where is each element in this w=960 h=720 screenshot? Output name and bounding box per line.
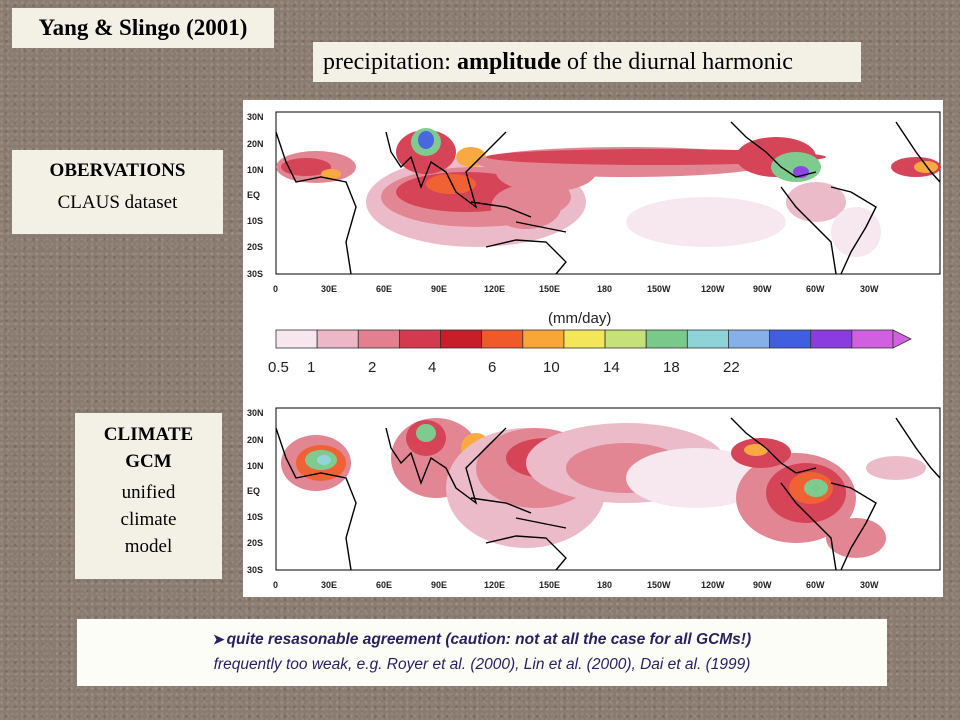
obs-map (275, 111, 941, 275)
footer-line-2: frequently too weak, e.g. Royer et al. (… (213, 656, 751, 673)
lon-label: 150E (539, 284, 560, 294)
obs-lat-labels: 30N 20N 10N EQ 10S 20S 30S (247, 112, 264, 279)
observations-heading: OBERVATIONS (49, 160, 186, 181)
subtitle-box: precipitation: amplitude of the diurnal … (313, 42, 861, 82)
lat-label: 20N (247, 435, 264, 445)
colorbar-cells (275, 329, 894, 349)
lon-label: 180 (597, 284, 612, 294)
observations-sub: CLAUS dataset (57, 192, 178, 213)
lon-label: 30E (321, 580, 337, 590)
lon-label: 120E (484, 580, 505, 590)
colorbar-cell (769, 329, 812, 349)
colorbar: (mm/day) 0.5 1 2 4 6 10 14 18 22 (268, 310, 912, 376)
subtitle-bold: amplitude (456, 48, 561, 75)
lat-label: 10N (247, 165, 264, 175)
lon-label: 60E (376, 284, 392, 294)
lat-label: 30S (247, 565, 263, 575)
map-svg: 30N 20N 10N EQ 10S 20S 30S 0 30E 60E 90E… (247, 111, 941, 590)
observations-label-box: OBERVATIONS CLAUS dataset (12, 150, 223, 234)
lat-label: 30N (247, 112, 264, 122)
lon-label: 30W (860, 284, 879, 294)
arrow-bullet-icon: ➤ (212, 631, 225, 647)
lon-label: 60E (376, 580, 392, 590)
gcm-sub-3: model (124, 536, 173, 557)
lon-label: 120W (701, 284, 725, 294)
colorbar-label: 22 (723, 359, 740, 376)
lat-label: 20S (247, 538, 263, 548)
footer-line-1: ➤ quite resasonable agreement (caution: n… (77, 627, 887, 652)
colorbar-arrow (892, 329, 912, 349)
gcm-map (275, 407, 941, 571)
lat-label: 10N (247, 461, 264, 471)
lon-label: 90E (431, 284, 447, 294)
slide-title: Yang & Slingo (2001) (38, 15, 248, 40)
lon-label: 120W (701, 580, 725, 590)
lat-label: 20S (247, 242, 263, 252)
lon-label: 0 (273, 580, 278, 590)
gcm-sub-2: climate (120, 509, 177, 530)
lon-label: 90W (753, 284, 772, 294)
lat-label: 10S (247, 512, 263, 522)
colorbar-cell (851, 329, 894, 349)
lat-label: 10S (247, 216, 263, 226)
colorbar-cell (686, 329, 729, 349)
lon-label: 90W (753, 580, 772, 590)
colorbar-cell (398, 329, 441, 349)
lon-label: 30E (321, 284, 337, 294)
lon-label: 120E (484, 284, 505, 294)
colorbar-label: 14 (603, 359, 620, 376)
colorbar-cell (440, 329, 483, 349)
colorbar-cell (481, 329, 524, 349)
lon-label: 60W (806, 284, 825, 294)
colorbar-cell (275, 329, 318, 349)
lat-label: EQ (247, 486, 260, 496)
colorbar-cell (810, 329, 853, 349)
obs-lon-labels: 0 30E 60E 90E 120E 150E 180 150W 120W 90… (273, 284, 879, 294)
lon-label: 30W (860, 580, 879, 590)
lon-label: 150W (647, 580, 671, 590)
colorbar-cell (604, 329, 647, 349)
subtitle-suffix: of the diurnal harmonic (560, 48, 793, 75)
colorbar-cell (316, 329, 359, 349)
gcm-sub-1: unified (121, 482, 176, 503)
lon-label: 90E (431, 580, 447, 590)
title-box: Yang & Slingo (2001) (12, 8, 274, 48)
lon-label: 60W (806, 580, 825, 590)
lon-label: 150E (539, 580, 560, 590)
colorbar-label: 2 (368, 359, 376, 376)
lon-label: 180 (597, 580, 612, 590)
colorbar-label: 4 (428, 359, 436, 376)
colorbar-label: 10 (543, 359, 560, 376)
colorbar-label: 6 (488, 359, 496, 376)
colorbar-label: 0.5 (268, 359, 289, 376)
lon-label: 0 (273, 284, 278, 294)
colorbar-cell (645, 329, 688, 349)
lat-label: 20N (247, 139, 264, 149)
colorbar-cell (563, 329, 606, 349)
lat-label: 30S (247, 269, 263, 279)
subtitle-prefix: precipitation: (323, 48, 457, 75)
gcm-heading-1: CLIMATE (103, 424, 194, 445)
colorbar-labels: 0.5 1 2 4 6 10 14 18 22 (268, 359, 740, 376)
footer-box: ➤ quite resasonable agreement (caution: n… (77, 619, 887, 686)
colorbar-units: (mm/day) (548, 310, 611, 327)
footer-line-1-text: quite resasonable agreement (caution: no… (226, 631, 752, 648)
lon-label: 150W (647, 284, 671, 294)
lat-label: 30N (247, 408, 264, 418)
lat-label: EQ (247, 190, 260, 200)
colorbar-cell (728, 329, 771, 349)
colorbar-cell (522, 329, 565, 349)
gcm-heading-2: GCM (125, 451, 172, 472)
colorbar-cell (357, 329, 400, 349)
gcm-label-box: CLIMATE GCM unified climate model (75, 413, 222, 579)
gcm-lon-labels: 0 30E 60E 90E 120E 150E 180 150W 120W 90… (273, 580, 879, 590)
map-figure: 30N 20N 10N EQ 10S 20S 30S 0 30E 60E 90E… (243, 100, 943, 597)
colorbar-label: 1 (307, 359, 315, 376)
colorbar-label: 18 (663, 359, 680, 376)
gcm-lat-labels: 30N 20N 10N EQ 10S 20S 30S (247, 408, 264, 575)
